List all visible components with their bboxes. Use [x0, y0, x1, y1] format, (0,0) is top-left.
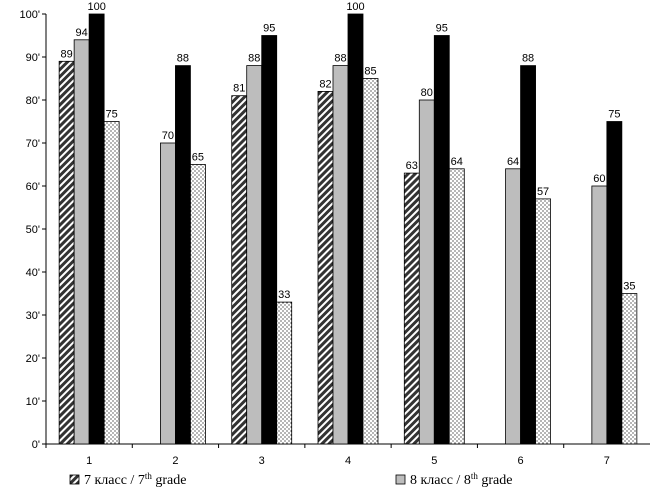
legend: 7 класс / 7th grade 8 класс / 8th grade: [69, 471, 512, 488]
bar-series-2-cat-4: [332, 65, 349, 445]
x-tick-label: 5: [431, 455, 437, 467]
bar-series-2-cat-6: [505, 168, 521, 445]
legend-label-7th-grade: 7 класс / 7th grade: [84, 471, 186, 488]
y-tick-label: 20': [26, 353, 40, 365]
data-label-series-2-cat-3: 88: [248, 53, 260, 65]
data-label-series-3-cat-5: 95: [436, 23, 448, 35]
bar-series-1-cat-5: [403, 172, 420, 445]
y-tick-label: 80': [26, 95, 40, 107]
y-tick-label: 30': [26, 310, 40, 322]
data-label-series-4-cat-3: 33: [278, 289, 290, 301]
x-tick-label: 3: [259, 455, 265, 467]
bar-series-2-cat-3: [246, 65, 263, 445]
data-label-series-4-cat-6: 57: [537, 186, 549, 198]
x-tick-label: 6: [518, 455, 524, 467]
bar-series-3-cat-3: [261, 35, 278, 445]
bar-series-1-cat-3: [231, 95, 248, 445]
bar-series-1-cat-1: [58, 60, 75, 445]
y-tick-label: 10': [26, 396, 40, 408]
data-label-series-2-cat-1: 94: [76, 27, 88, 39]
data-label-series-1-cat-5: 63: [406, 160, 418, 172]
bar-series-4-cat-7: [621, 293, 638, 445]
y-tick-label: 60': [26, 181, 40, 193]
bar-series-4-cat-3: [276, 301, 293, 445]
data-label-series-3-cat-6: 88: [522, 53, 534, 65]
data-label-series-4-cat-4: 85: [364, 66, 376, 78]
bar-series-3-cat-5: [433, 35, 450, 445]
x-tick-label: 4: [345, 455, 351, 467]
data-label-series-3-cat-2: 88: [177, 53, 189, 65]
data-label-series-1-cat-1: 89: [61, 48, 73, 60]
data-label-series-2-cat-2: 70: [162, 130, 174, 142]
data-label-series-3-cat-1: 100: [87, 1, 105, 13]
bar-series-3-cat-6: [520, 65, 536, 445]
data-label-series-2-cat-4: 88: [334, 53, 346, 65]
y-tick-label: 0': [32, 439, 40, 451]
y-tick-label: 70': [26, 138, 40, 150]
legend-swatch-7th-grade: [69, 474, 80, 485]
x-tick-label: 7: [604, 455, 610, 467]
y-tick-label: 90': [26, 52, 40, 64]
legend-swatch-8th-grade: [395, 474, 406, 485]
x-tick-label: 1: [86, 455, 92, 467]
bar-series-3-cat-4: [347, 13, 364, 445]
data-label-series-1-cat-4: 82: [319, 78, 331, 90]
data-label-series-2-cat-7: 60: [593, 173, 605, 185]
data-label-series-1-cat-3: 81: [233, 83, 245, 95]
data-label-series-4-cat-2: 65: [192, 152, 204, 164]
bar-series-2-cat-1: [73, 39, 90, 445]
data-label-series-4-cat-1: 75: [106, 109, 118, 121]
data-label-series-3-cat-7: 75: [608, 109, 620, 121]
y-tick-label: 100': [20, 9, 40, 21]
data-label-series-4-cat-5: 64: [451, 156, 463, 168]
bar-series-4-cat-6: [535, 198, 551, 445]
legend-label-8th-grade: 8 класс / 8th grade: [410, 471, 512, 488]
data-label-series-2-cat-5: 80: [421, 87, 433, 99]
bars: [58, 13, 638, 445]
data-label-series-3-cat-3: 95: [263, 23, 275, 35]
y-tick-label: 40': [26, 267, 40, 279]
bar-series-3-cat-1: [88, 13, 105, 445]
bar-series-4-cat-5: [448, 168, 465, 445]
bar-series-1-cat-4: [317, 91, 334, 445]
bar-series-2-cat-7: [591, 185, 608, 445]
bar-series-4-cat-1: [103, 121, 120, 445]
bar-series-2-cat-5: [418, 99, 435, 445]
bar-series-2-cat-2: [160, 142, 176, 445]
axes: 0' 10' 20' 30' 40' 50' 60' 70' 80' 90' 100' 1 2 3 4 5 6 7: [20, 9, 650, 467]
bar-series-3-cat-2: [175, 65, 191, 445]
bar-series-3-cat-7: [606, 121, 623, 445]
x-tick-label: 2: [172, 455, 178, 467]
data-label-series-4-cat-7: 35: [623, 281, 635, 293]
data-label-series-2-cat-6: 64: [507, 156, 519, 168]
legend-item-8th-grade: 8 класс / 8th grade: [395, 471, 512, 488]
y-tick-label: 50': [26, 224, 40, 236]
bar-series-4-cat-2: [190, 164, 206, 445]
bar-series-4-cat-4: [362, 78, 379, 445]
data-label-series-3-cat-4: 100: [346, 1, 364, 13]
legend-item-7th-grade: 7 класс / 7th grade: [69, 471, 186, 488]
